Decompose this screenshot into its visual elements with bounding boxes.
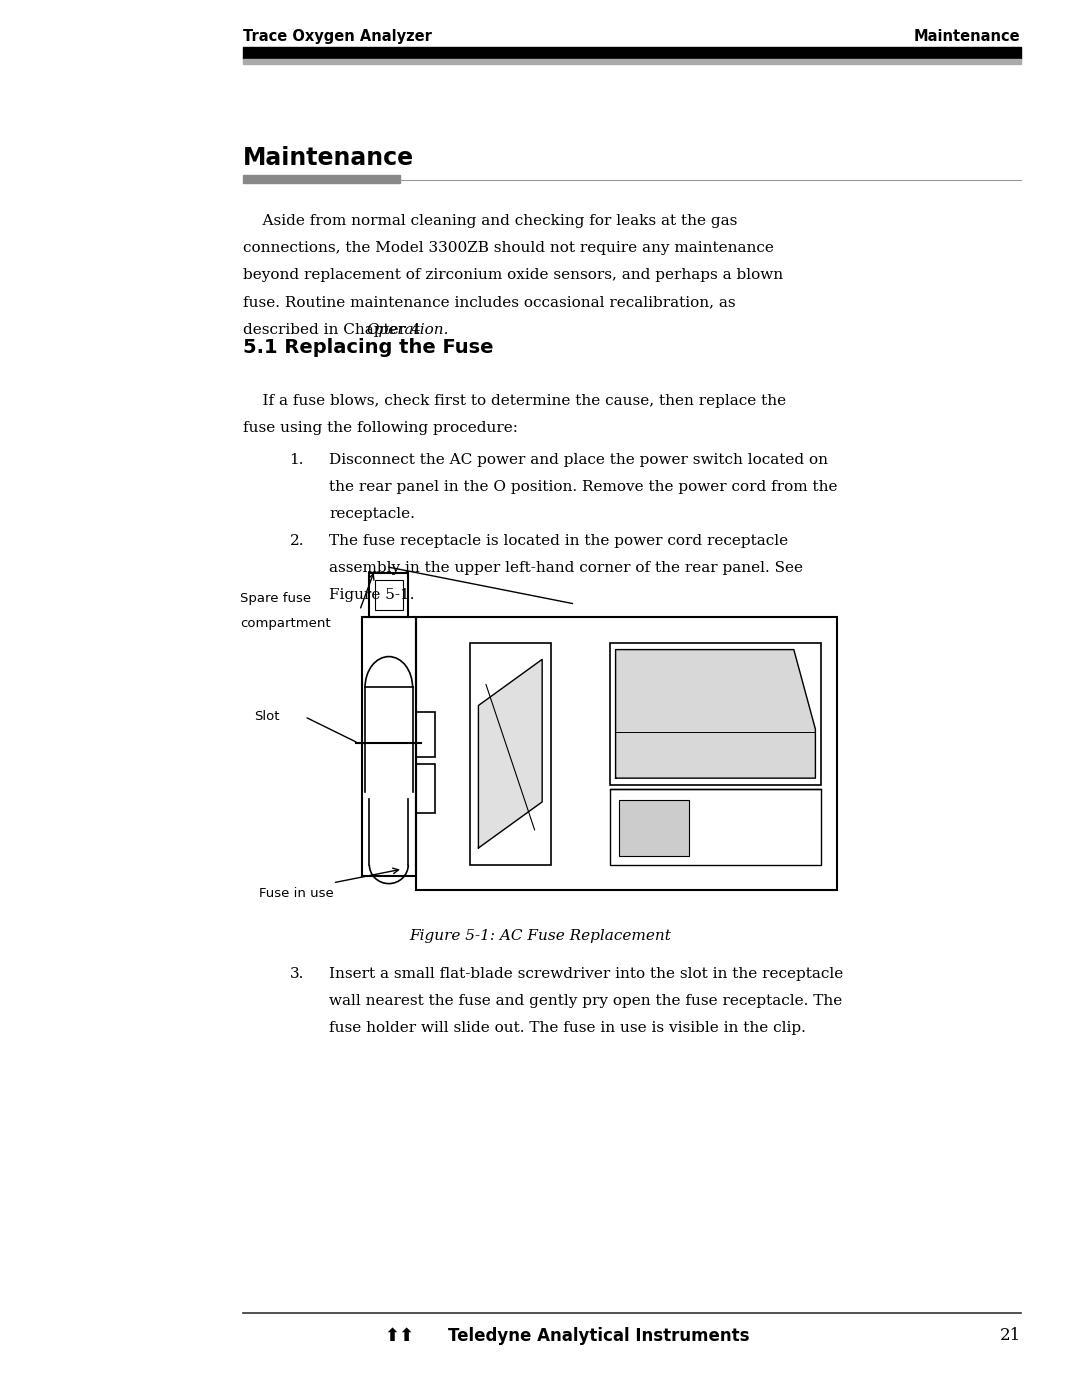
Text: fuse holder will slide out. The fuse in use is visible in the clip.: fuse holder will slide out. The fuse in … [329, 1021, 807, 1035]
Text: receptacle.: receptacle. [329, 507, 416, 521]
Text: compartment: compartment [240, 617, 330, 630]
Text: Maintenance: Maintenance [914, 29, 1021, 45]
Text: 21: 21 [999, 1327, 1021, 1344]
Polygon shape [478, 659, 542, 848]
Text: 2.: 2. [289, 534, 303, 548]
Text: Insert a small flat-blade screwdriver into the slot in the receptacle: Insert a small flat-blade screwdriver in… [329, 967, 843, 981]
Bar [243, 47, 1021, 59]
Text: Figure 5-1.: Figure 5-1. [329, 588, 415, 602]
Bar [416, 617, 837, 890]
Bar [416, 764, 435, 813]
Text: Disconnect the AC power and place the power switch located on: Disconnect the AC power and place the po… [329, 453, 828, 467]
Bar [243, 176, 400, 183]
Text: wall nearest the fuse and gently pry open the fuse receptacle. The: wall nearest the fuse and gently pry ope… [329, 995, 842, 1009]
Text: Maintenance: Maintenance [243, 147, 414, 170]
Polygon shape [616, 650, 815, 778]
Text: 5.1 Replacing the Fuse: 5.1 Replacing the Fuse [243, 338, 494, 358]
Text: beyond replacement of zirconium oxide sensors, and perhaps a blown: beyond replacement of zirconium oxide se… [243, 268, 783, 282]
Text: Trace Oxygen Analyzer: Trace Oxygen Analyzer [243, 29, 432, 45]
Text: Figure 5-1: AC Fuse Replacement: Figure 5-1: AC Fuse Replacement [409, 929, 671, 943]
Bar [362, 617, 416, 876]
Text: the rear panel in the O position. Remove the power cord from the: the rear panel in the O position. Remove… [329, 479, 838, 495]
Text: Aside from normal cleaning and checking for leaks at the gas: Aside from normal cleaning and checking … [243, 214, 738, 228]
Bar [416, 712, 435, 757]
Text: Teledyne Analytical Instruments: Teledyne Analytical Instruments [448, 1327, 750, 1345]
Text: ⬆⬆: ⬆⬆ [384, 1327, 415, 1345]
Text: Operation.: Operation. [366, 323, 448, 337]
Bar [369, 573, 408, 617]
Bar [619, 800, 689, 856]
Bar [470, 643, 551, 865]
Text: fuse using the following procedure:: fuse using the following procedure: [243, 422, 518, 436]
Text: described in Chapter 4: described in Chapter 4 [243, 323, 426, 337]
Bar [243, 59, 1021, 63]
Text: If a fuse blows, check first to determine the cause, then replace the: If a fuse blows, check first to determin… [243, 394, 786, 408]
Bar [375, 580, 403, 610]
Text: The fuse receptacle is located in the power cord receptacle: The fuse receptacle is located in the po… [329, 534, 788, 548]
Text: connections, the Model 3300ZB should not require any maintenance: connections, the Model 3300ZB should not… [243, 242, 774, 256]
Text: fuse. Routine maintenance includes occasional recalibration, as: fuse. Routine maintenance includes occas… [243, 296, 735, 310]
Text: assembly in the upper left-hand corner of the rear panel. See: assembly in the upper left-hand corner o… [329, 560, 804, 576]
Text: 3.: 3. [289, 967, 303, 981]
Text: Fuse in use: Fuse in use [259, 887, 334, 900]
Bar [610, 789, 821, 865]
Text: Slot: Slot [254, 710, 280, 724]
Bar [610, 643, 821, 785]
Text: 1.: 1. [289, 453, 303, 467]
Text: Spare fuse: Spare fuse [240, 592, 311, 605]
